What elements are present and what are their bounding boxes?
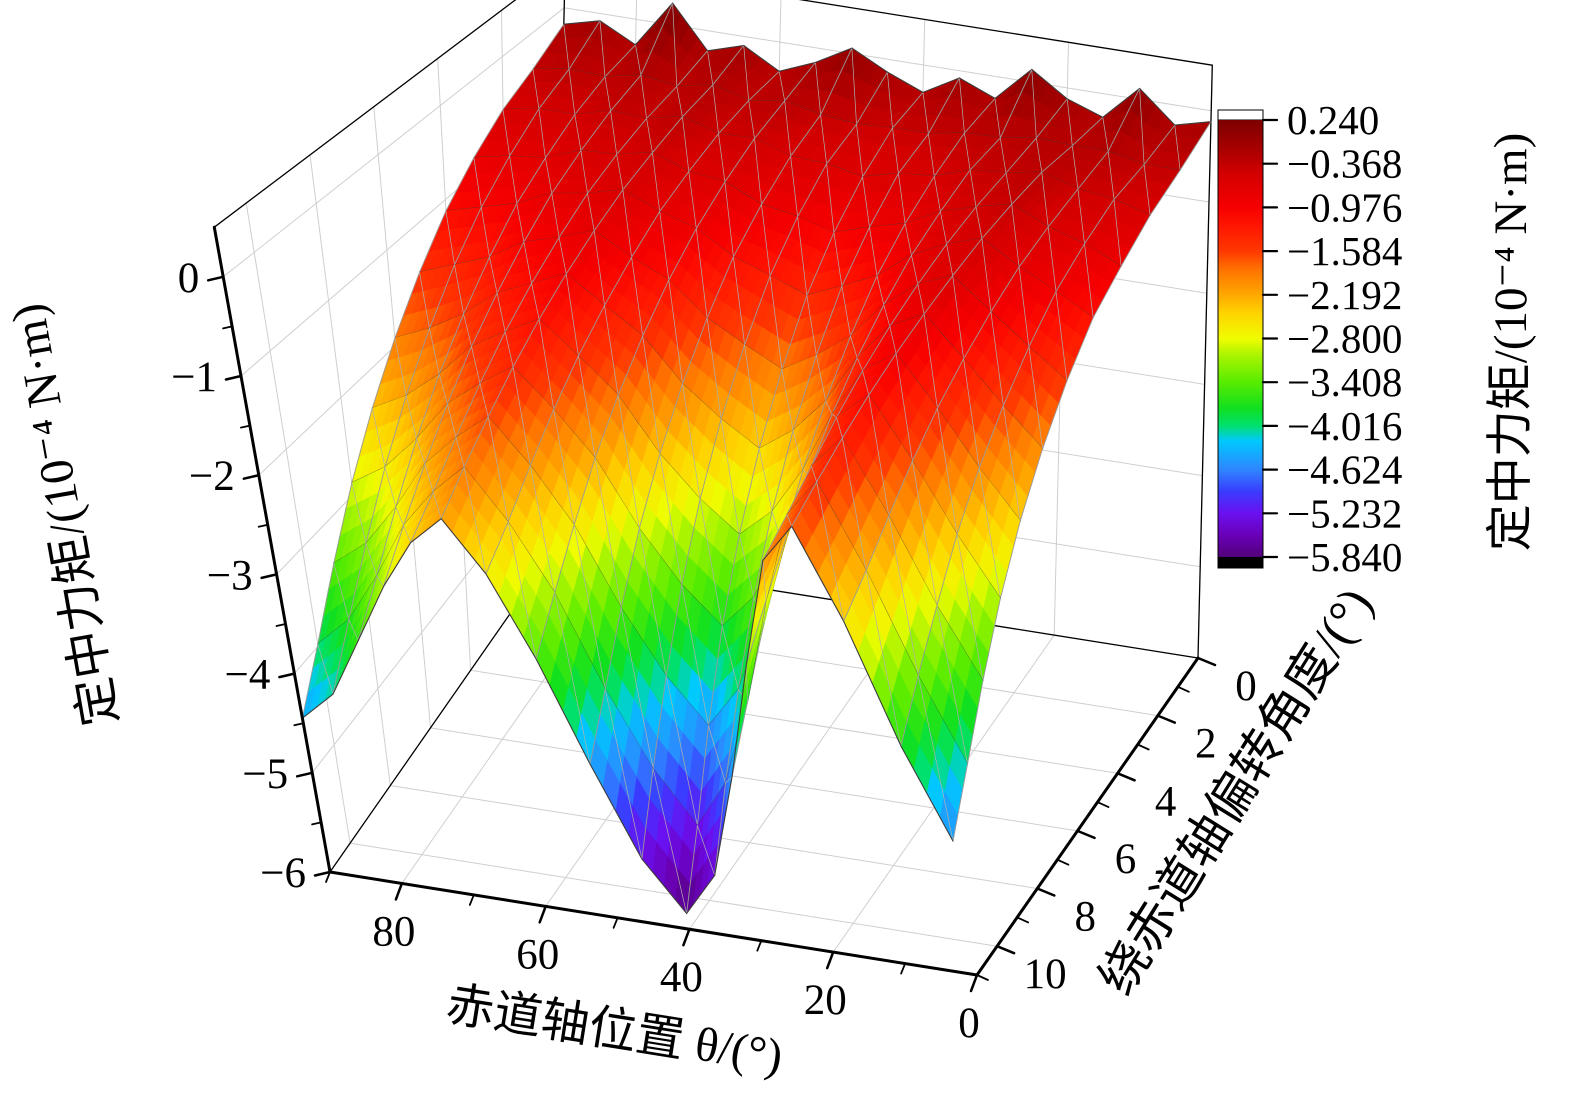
colorbar-gradient (1218, 120, 1263, 557)
grid-line (309, 154, 391, 786)
x-tick (538, 905, 547, 924)
x-tick (394, 882, 404, 901)
z-tick (313, 870, 332, 877)
x-tick-label: 60 (516, 931, 559, 978)
x-tick-label: 40 (660, 954, 703, 1001)
z-tick (224, 374, 243, 381)
z-minor-tick (239, 424, 251, 429)
y-axis-label: 绕赤道轴偏转角度/(°) (1088, 578, 1383, 1004)
colorbar-tick-label: −0.976 (1287, 184, 1402, 230)
z-tick (278, 672, 296, 679)
box-edge (1197, 64, 1213, 659)
z-tick (206, 275, 225, 282)
x-minor-tick (612, 916, 619, 929)
colorbar-tick-label: −5.232 (1287, 490, 1402, 536)
y-tick-label: 4 (1155, 778, 1177, 825)
z-tick-label: −1 (171, 354, 217, 401)
colorbar-tick-label: −1.584 (1287, 228, 1402, 274)
colorbar-tick-label: −4.016 (1287, 403, 1402, 449)
x-minor-tick (756, 939, 763, 952)
grid-line (222, 7, 565, 278)
y-tick (1156, 714, 1177, 724)
z-tick-label: 0 (178, 255, 200, 302)
colorbar-label: 定中力矩/(10⁻⁴ N·m) (1485, 133, 1537, 551)
x-tick (682, 927, 691, 947)
y-tick-label: 8 (1075, 894, 1097, 941)
z-tick (260, 573, 278, 580)
y-minor-tick (1056, 858, 1070, 866)
colorbar: 0.240−0.368−0.976−1.584−2.192−2.800−3.40… (1217, 97, 1402, 580)
axis-line (975, 656, 1200, 977)
y-minor-tick (1016, 916, 1030, 924)
z-tick (242, 473, 261, 480)
box-edge (798, 0, 1213, 66)
z-minor-tick (293, 722, 305, 727)
y-minor-tick (1136, 743, 1150, 751)
x-tick-label: 0 (958, 1000, 980, 1047)
x-minor-tick (325, 871, 331, 883)
axis-line (212, 225, 332, 874)
x-tick-label: 20 (804, 977, 847, 1024)
y-tick-label: 10 (1024, 951, 1067, 998)
y-minor-tick (976, 974, 989, 981)
y-tick-label: 2 (1195, 721, 1217, 768)
z-minor-tick (311, 821, 323, 826)
x-minor-tick (468, 894, 475, 906)
z-tick-label: −4 (225, 652, 271, 699)
colorbar-tick-label: −2.800 (1287, 316, 1402, 362)
y-minor-tick (1096, 801, 1110, 808)
y-tick-label: 6 (1115, 836, 1137, 883)
colorbar-over-cap (1217, 109, 1264, 121)
x-tick (969, 973, 979, 993)
y-tick (1076, 829, 1096, 840)
z-tick-label: −2 (189, 453, 235, 500)
grid-line (430, 727, 1078, 832)
colorbar-tick-label: −0.368 (1287, 141, 1402, 187)
x-axis-label: 赤道轴位置 θ/(°) (443, 978, 787, 1083)
axis-line (328, 870, 979, 977)
z-axis-label: 定中力矩/(10⁻⁴ N·m) (2, 300, 128, 730)
colorbar-tick-label: −5.840 (1287, 534, 1402, 580)
box-edge (213, 0, 517, 228)
y-tick (995, 944, 1016, 955)
z-tick-label: −6 (260, 850, 306, 897)
x-minor-tick (900, 962, 906, 975)
z-tick-label: −5 (242, 751, 288, 798)
colorbar-tick-label: −4.624 (1287, 447, 1402, 493)
y-tick (1116, 772, 1136, 782)
y-tick (1036, 887, 1056, 897)
surface-mesh (301, 2, 1212, 915)
z-minor-tick (222, 325, 234, 330)
grid-line (245, 202, 351, 844)
colorbar-tick-label: −2.192 (1287, 272, 1402, 318)
colorbar-tick-label: 0.240 (1287, 97, 1379, 143)
y-minor-tick (1177, 685, 1190, 693)
z-minor-tick (257, 523, 269, 528)
x-tick-label: 80 (372, 908, 415, 955)
x-tick (825, 950, 835, 970)
colorbar-tick-label: −3.408 (1287, 359, 1402, 405)
z-tick-label: −3 (207, 552, 253, 599)
colorbar-under-cap (1218, 557, 1263, 568)
y-tick-label: 0 (1235, 663, 1257, 710)
y-tick (1196, 656, 1217, 667)
z-tick (295, 771, 314, 778)
z-minor-tick (275, 623, 287, 627)
